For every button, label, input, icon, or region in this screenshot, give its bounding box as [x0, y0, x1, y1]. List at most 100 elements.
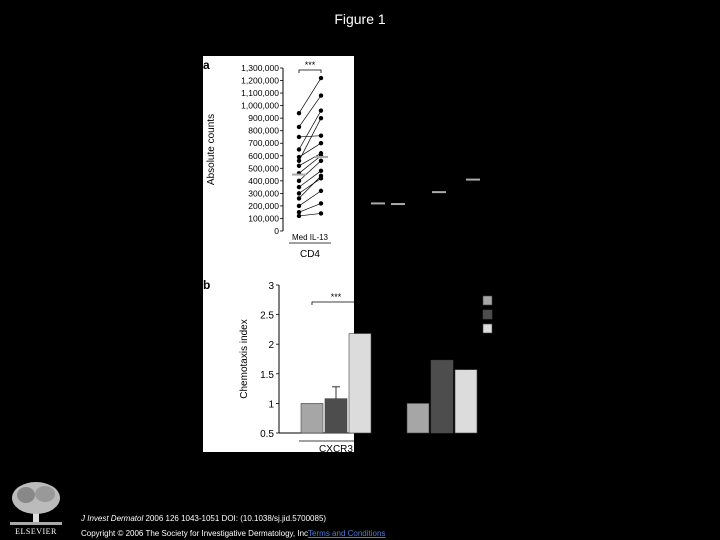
- data-point: [318, 141, 324, 146]
- journal-name: J Invest Dermatol: [81, 514, 144, 523]
- data-point: [436, 157, 442, 162]
- data-point: [296, 203, 302, 209]
- data-point: [375, 197, 381, 202]
- group-label: CD4: [300, 249, 320, 260]
- paired-line: [377, 186, 399, 200]
- slide-title: Figure 1: [334, 11, 386, 27]
- paired-line: [438, 181, 474, 199]
- paired-line: [377, 186, 399, 194]
- data-point: [436, 174, 442, 180]
- panel-a-y-tick-label: 1,200,000: [241, 76, 279, 86]
- paired-line: [438, 142, 474, 167]
- significance-label: ***: [451, 124, 462, 134]
- paired-line: [298, 175, 322, 199]
- data-point: [296, 163, 302, 168]
- significance-bracket: [438, 133, 474, 137]
- data-point: [318, 211, 324, 216]
- panel-b-label: b: [203, 278, 210, 292]
- significance-bracket: [377, 172, 399, 176]
- panel-b-y-tick-label: 2: [268, 340, 274, 351]
- data-point: [375, 179, 381, 185]
- group-label: CCR4: [442, 249, 470, 260]
- paired-line: [438, 193, 474, 208]
- condition-labels: Med IL-13: [292, 233, 329, 242]
- paired-line: [377, 213, 399, 219]
- bar: [300, 403, 324, 434]
- panel-a-y-tick-label: 1,300,000: [241, 63, 279, 73]
- bar: [406, 403, 430, 434]
- significance-bracket: [298, 69, 322, 74]
- paired-line: [377, 208, 399, 217]
- footer-copyright: Copyright © 2006 The Society for Investi…: [81, 529, 385, 538]
- paired-line: [438, 190, 474, 203]
- data-point: [395, 196, 401, 201]
- data-point: [296, 209, 302, 215]
- data-point: [470, 141, 476, 146]
- condition-labels: Med IL-13: [370, 233, 407, 242]
- data-point: [375, 184, 381, 190]
- data-point: [470, 158, 476, 163]
- footer-citation: J Invest Dermatol 2006 126 1043-1051 DOI…: [81, 514, 326, 523]
- terms-link[interactable]: Terms and Conditions: [308, 529, 386, 538]
- panel-b-y-tick-label: 3: [268, 281, 274, 292]
- data-point: [318, 168, 324, 174]
- data-point: [395, 218, 401, 224]
- legend-label: IL-13: [495, 310, 520, 322]
- panel-a-y-tick-label: 1,100,000: [241, 88, 279, 98]
- condition-labels: Med IL-13: [438, 233, 475, 242]
- data-point: [436, 169, 442, 175]
- paired-line: [377, 180, 399, 183]
- data-point: [296, 213, 302, 219]
- paired-line: [298, 142, 322, 158]
- panel-a-y-tick-label: 1,000,000: [241, 101, 279, 111]
- significance-label: **: [426, 311, 434, 321]
- data-point: [296, 178, 302, 184]
- panel-a-label: a: [203, 58, 210, 72]
- panel-b-y-tick-label: 0.5: [260, 429, 274, 440]
- paired-line: [377, 198, 399, 209]
- panel-a-y-tick-label: 700,000: [248, 138, 279, 148]
- paired-line: [377, 183, 399, 192]
- paired-line: [298, 110, 322, 150]
- bar: [430, 359, 454, 434]
- data-point: [318, 201, 324, 206]
- data-point: [470, 199, 476, 205]
- panel-a-y-axis-label: Absolute counts: [206, 114, 217, 185]
- bar: [348, 333, 372, 434]
- significance-label: ***: [331, 292, 342, 302]
- data-point: [318, 115, 324, 121]
- significance-bracket: [311, 301, 361, 305]
- data-point: [436, 209, 442, 215]
- data-point: [470, 147, 476, 152]
- panel-a-y-tick-label: 400,000: [248, 176, 279, 186]
- paired-line: [377, 204, 399, 207]
- paired-line: [438, 160, 474, 178]
- paired-line: [298, 213, 322, 217]
- panel-a-y-tick-label: 900,000: [248, 113, 279, 123]
- data-point: [436, 184, 442, 190]
- paired-line: [298, 160, 322, 182]
- panel-a-y-tick-label: 600,000: [248, 151, 279, 161]
- panel-a-y-tick-label: 200,000: [248, 201, 279, 211]
- data-point: [375, 193, 381, 199]
- legend-label: IFN-γ: [495, 324, 522, 336]
- data-point: [296, 124, 302, 130]
- paired-line: [298, 95, 322, 128]
- legend-swatch: [482, 309, 493, 320]
- data-point: [318, 75, 324, 81]
- category-label: CXCR3: [319, 444, 353, 455]
- paired-line: [298, 155, 322, 174]
- panel-a-y-tick-label: 500,000: [248, 163, 279, 173]
- data-point: [318, 93, 324, 98]
- data-point: [375, 206, 381, 211]
- data-point: [395, 191, 401, 196]
- paired-line: [298, 152, 322, 167]
- data-point: [470, 173, 476, 179]
- data-point: [296, 191, 302, 196]
- significance-bracket: [417, 304, 467, 308]
- significance-label: ***: [305, 60, 316, 70]
- panel-a-y-tick-label: 100,000: [248, 213, 279, 223]
- data-point: [470, 203, 476, 209]
- panel-a-y-tick-label: 0: [274, 226, 279, 236]
- legend-swatch: [482, 295, 493, 306]
